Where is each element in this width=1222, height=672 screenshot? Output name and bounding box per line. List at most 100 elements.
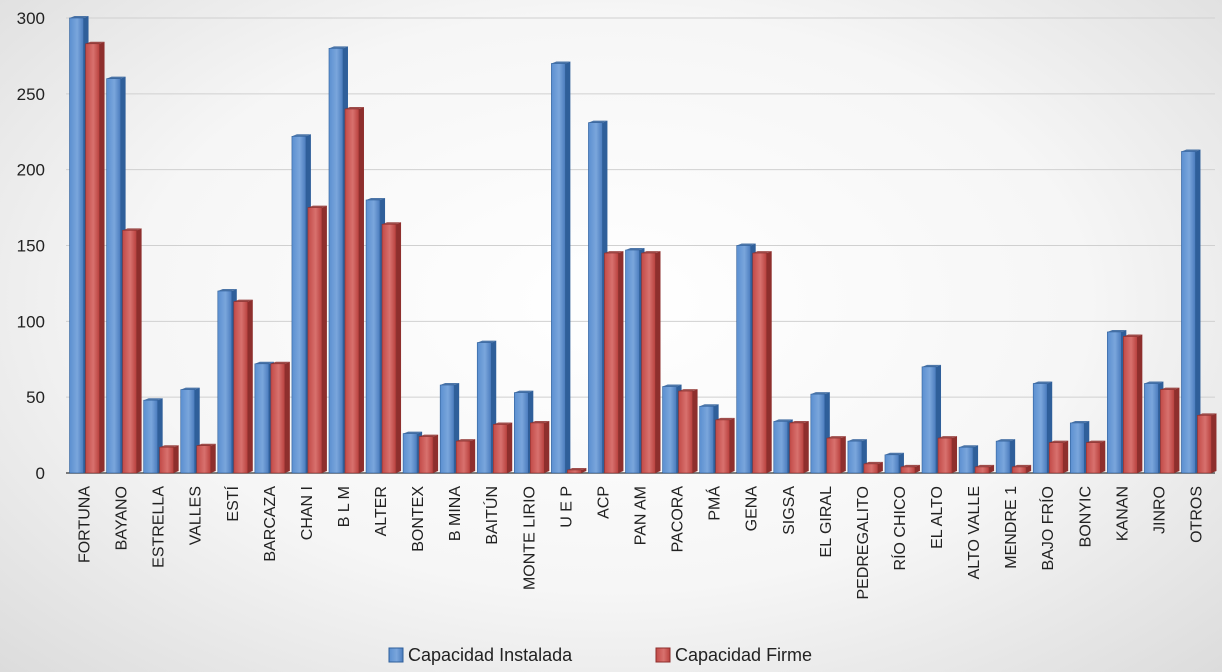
bar-instalada — [476, 340, 497, 474]
bar-side — [1211, 413, 1217, 473]
legend-swatch — [388, 647, 404, 663]
bar-top — [1107, 329, 1127, 332]
bar-top — [715, 417, 735, 420]
bar-top — [1070, 420, 1090, 423]
bar-firme — [1011, 464, 1032, 474]
bar-firme — [678, 389, 698, 474]
bar-top — [938, 436, 958, 439]
x-tick-label: ESTÍ — [223, 485, 242, 521]
bar-top — [1181, 149, 1201, 152]
bar-top — [477, 340, 497, 343]
bar-firme — [122, 228, 142, 474]
bar-front — [884, 454, 900, 474]
bar-instalada — [958, 445, 979, 474]
bar-instalada — [551, 61, 571, 474]
bar-front — [1181, 151, 1196, 474]
bar-front — [847, 440, 863, 474]
bar-firme — [715, 417, 735, 474]
bar-top — [567, 467, 587, 470]
bar-top — [440, 383, 460, 386]
x-tick-label: VALLES — [188, 486, 205, 545]
bar-firme — [381, 222, 402, 474]
bar-firme — [863, 461, 883, 474]
bar-firme — [752, 251, 772, 474]
x-tick-label: B L M — [336, 486, 353, 527]
bar-front — [551, 63, 566, 474]
bar-front — [1107, 331, 1122, 474]
bar-top — [678, 389, 698, 392]
bar-firme — [1085, 440, 1106, 474]
bar-top — [662, 384, 682, 387]
bar-top — [159, 445, 179, 448]
y-tick-label: 300 — [17, 9, 45, 28]
bar-top — [1144, 381, 1164, 384]
bar-side — [692, 389, 698, 473]
bar-top — [641, 251, 661, 254]
bar-top — [625, 248, 645, 251]
x-tick-label: GENA — [744, 486, 761, 532]
bar-front — [715, 419, 730, 474]
bar-top — [196, 443, 216, 446]
bar-front — [995, 440, 1011, 474]
x-tick-label: PMÁ — [705, 486, 724, 521]
bar-front — [662, 386, 677, 474]
bar-firme — [1123, 334, 1143, 474]
x-tick-label: ACP — [595, 486, 612, 519]
bar-side — [989, 464, 995, 473]
x-tick-label: KANAN — [1114, 486, 1131, 541]
bar-top — [85, 41, 105, 44]
bar-top — [403, 431, 423, 434]
bar-firme — [567, 467, 587, 474]
bar-top — [233, 299, 253, 302]
x-tick-label: EL ALTO — [929, 486, 946, 549]
bar-front — [418, 436, 434, 474]
bar-firme — [196, 443, 216, 474]
x-tick-label: SIGSA — [781, 486, 798, 535]
y-tick-label: 250 — [17, 85, 45, 104]
bar-front — [1011, 466, 1027, 474]
bar-side — [1100, 440, 1106, 473]
bar-front — [159, 446, 174, 474]
bar-top — [1033, 381, 1053, 384]
x-tick-label: BONYIC — [1077, 486, 1094, 547]
y-tick-label: 100 — [17, 312, 45, 331]
bar-front — [863, 463, 879, 474]
bar-top — [900, 464, 920, 467]
bar-side — [877, 461, 883, 473]
bar-side — [581, 467, 587, 473]
bar-front — [974, 466, 990, 474]
bar-front — [1032, 383, 1048, 474]
bar-top — [530, 420, 550, 423]
bar-top — [826, 436, 846, 439]
bar-top — [863, 461, 883, 464]
bar-front — [233, 301, 249, 474]
bar-top — [366, 198, 386, 200]
bar-top — [456, 439, 476, 442]
bar-side — [840, 436, 846, 473]
bar-top — [270, 361, 290, 364]
y-tick-label: 50 — [26, 388, 45, 407]
bar-top — [789, 420, 809, 423]
legend-swatch — [655, 647, 671, 663]
bar-top — [382, 222, 402, 225]
bar-top — [1160, 387, 1180, 390]
bar-side — [1137, 334, 1143, 473]
bar-top — [254, 361, 274, 364]
bar-side — [136, 228, 142, 473]
bar-top — [143, 398, 163, 401]
bar-firme — [492, 422, 513, 474]
bar-firme — [233, 299, 253, 474]
bar-firme — [900, 464, 920, 474]
x-tick-label: ALTER — [373, 486, 390, 536]
bar-instalada — [180, 387, 200, 474]
legend: Capacidad Instalada Capacidad Firme — [388, 645, 812, 665]
bar-side — [729, 417, 735, 473]
x-tick-label: PEDREGALITO — [855, 486, 872, 600]
bar-front — [455, 440, 471, 474]
bar-front — [85, 43, 100, 474]
bar-side — [284, 361, 290, 473]
bar-side — [1026, 464, 1032, 473]
bar-side — [618, 251, 624, 473]
bar-firme — [270, 361, 290, 474]
